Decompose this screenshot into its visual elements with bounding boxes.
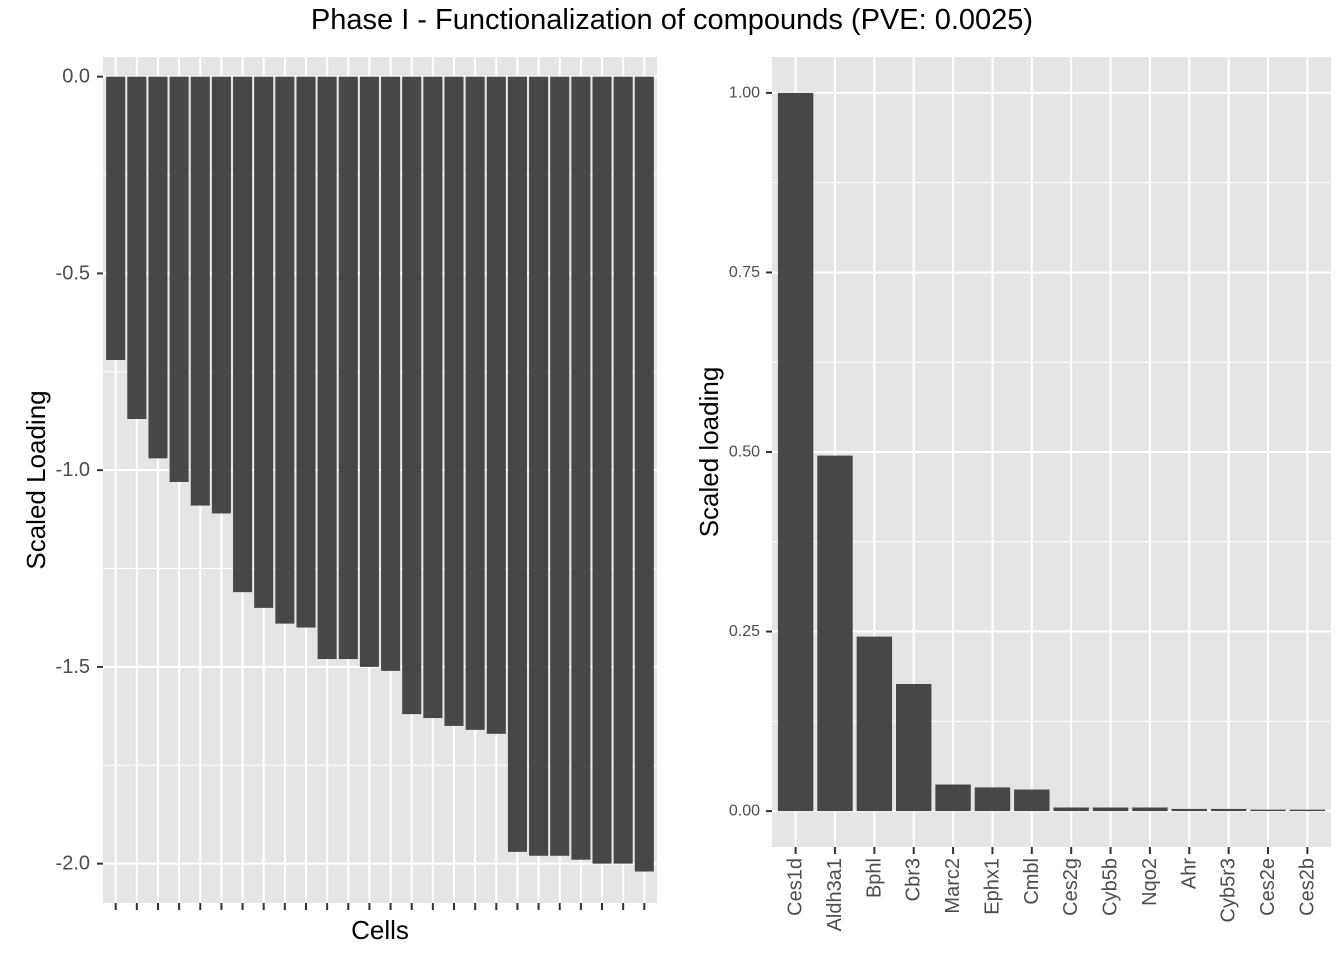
- x-tick-label: Ahr: [1178, 858, 1200, 889]
- bar: [127, 76, 147, 420]
- x-tick-label: Cyb5b: [1100, 858, 1122, 916]
- bar: [106, 76, 126, 360]
- figure-title: Phase I - Functionalization of compounds…: [310, 4, 1034, 36]
- bar: [974, 787, 1011, 812]
- y-tick-label: 0.50: [729, 444, 760, 461]
- bar: [856, 636, 893, 812]
- bar: [817, 455, 853, 812]
- x-axis-title: Cells: [351, 915, 409, 945]
- bar: [169, 76, 189, 482]
- x-tick-label: Ephx1: [981, 858, 1003, 915]
- x-tick-label: Cbr3: [903, 858, 925, 901]
- y-tick-label: -1.5: [56, 656, 90, 678]
- x-tick-label: Cyb5r3: [1218, 858, 1240, 922]
- bar: [359, 76, 379, 667]
- bar: [381, 76, 401, 671]
- bar: [1210, 808, 1247, 812]
- genes-panel: [766, 57, 1331, 854]
- x-tick-label: Bphl: [863, 858, 885, 898]
- bar: [1092, 807, 1129, 812]
- bar: [1289, 809, 1326, 812]
- bar: [275, 76, 295, 624]
- bar: [550, 76, 570, 856]
- bar: [896, 683, 932, 812]
- bar: [1171, 808, 1207, 812]
- bar: [254, 76, 274, 608]
- x-tick-label: Aldh3a1: [824, 858, 846, 931]
- bar: [465, 76, 485, 730]
- bar: [402, 76, 422, 715]
- bar: [190, 76, 210, 506]
- bar: [777, 92, 814, 812]
- bar: [148, 76, 168, 459]
- cells-panel: [97, 57, 657, 910]
- bar: [317, 76, 337, 660]
- x-tick-label: Marc2: [942, 858, 964, 914]
- bar: [296, 76, 316, 628]
- y-tick-label: 0.0: [62, 66, 90, 88]
- bar: [423, 76, 443, 719]
- x-tick-label: Ces2g: [1060, 858, 1082, 916]
- y-axis-title: Scaled loading: [694, 367, 724, 538]
- bar: [486, 76, 506, 734]
- bar: [613, 76, 633, 864]
- y-axis-title: Scaled Loading: [21, 390, 51, 569]
- bar: [1014, 789, 1050, 812]
- y-tick-label: 0.75: [729, 264, 760, 281]
- y-tick-label: -2.0: [56, 853, 90, 875]
- x-tick-label: Ces2e: [1257, 858, 1279, 916]
- x-tick-label: Nqo2: [1139, 858, 1161, 906]
- x-tick-label: Ces2b: [1296, 858, 1318, 916]
- bar: [634, 76, 654, 872]
- bar: [529, 76, 549, 856]
- y-tick-label: 0.25: [729, 623, 760, 640]
- y-tick-label: -0.5: [56, 262, 90, 284]
- bar: [1053, 807, 1089, 812]
- y-tick-label: 0.00: [729, 803, 760, 820]
- x-tick-label: Ces1d: [785, 858, 807, 916]
- bar: [507, 76, 527, 852]
- bar: [338, 76, 358, 660]
- x-tick-label: Cmbl: [1021, 858, 1043, 905]
- bar: [571, 76, 591, 860]
- bar: [935, 784, 971, 812]
- y-tick-label: -1.0: [56, 459, 90, 481]
- bar: [1132, 807, 1168, 812]
- bar: [1250, 809, 1286, 812]
- bar: [233, 76, 253, 593]
- bar: [211, 76, 231, 514]
- bar: [444, 76, 464, 726]
- y-tick-label: 1.00: [729, 84, 760, 101]
- bar: [592, 76, 612, 864]
